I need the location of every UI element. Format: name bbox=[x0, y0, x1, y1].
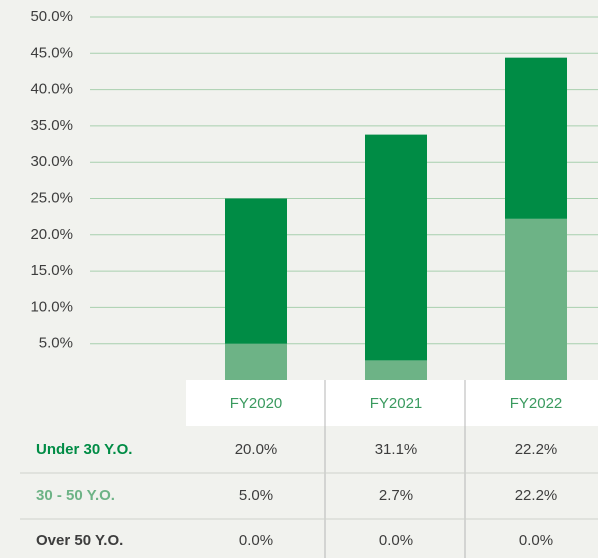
bar-segment bbox=[225, 198, 287, 344]
table-cell: 31.1% bbox=[375, 441, 418, 458]
y-tick-label: 35.0% bbox=[30, 117, 73, 134]
y-tick-label: 20.0% bbox=[30, 226, 73, 243]
bar-segment bbox=[505, 57, 567, 219]
x-tick-label: FY2021 bbox=[370, 395, 423, 412]
bar-segment bbox=[505, 218, 567, 380]
y-tick-label: 25.0% bbox=[30, 189, 73, 206]
y-tick-label: 5.0% bbox=[39, 335, 73, 352]
table-cell: 20.0% bbox=[235, 441, 278, 458]
table-cell: 2.7% bbox=[379, 487, 413, 504]
x-tick-label: FY2022 bbox=[510, 395, 563, 412]
table-cell: 22.2% bbox=[515, 441, 558, 458]
table-header-bg bbox=[186, 380, 598, 426]
table-cell: 0.0% bbox=[379, 532, 413, 549]
bar-segment bbox=[365, 360, 427, 380]
y-tick-label: 15.0% bbox=[30, 262, 73, 279]
bar-segment bbox=[225, 343, 287, 380]
y-tick-label: 40.0% bbox=[30, 81, 73, 98]
row-label: 30 - 50 Y.O. bbox=[36, 487, 115, 504]
table-cell: 0.0% bbox=[519, 532, 553, 549]
x-tick-label: FY2020 bbox=[230, 395, 283, 412]
table-cell: 22.2% bbox=[515, 487, 558, 504]
y-tick-label: 50.0% bbox=[30, 8, 73, 25]
bar-segment bbox=[365, 134, 427, 361]
y-tick-label: 10.0% bbox=[30, 298, 73, 315]
y-tick-label: 45.0% bbox=[30, 44, 73, 61]
row-label: Over 50 Y.O. bbox=[36, 532, 123, 549]
table-cell: 0.0% bbox=[239, 532, 273, 549]
table-cell: 5.0% bbox=[239, 487, 273, 504]
y-tick-label: 30.0% bbox=[30, 153, 73, 170]
row-label: Under 30 Y.O. bbox=[36, 441, 132, 458]
